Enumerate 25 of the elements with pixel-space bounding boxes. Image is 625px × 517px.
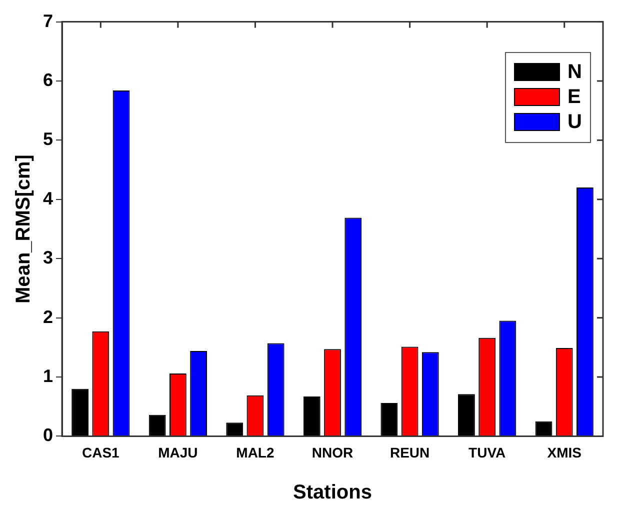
y-tick-label: 5 (42, 129, 54, 150)
legend-label: U (568, 110, 582, 134)
x-axis-title: Stations (293, 482, 372, 504)
x-tick-label: MAJU (158, 444, 198, 460)
x-tick-label: REUN (390, 444, 430, 460)
x-tick-label: MAL2 (236, 444, 274, 460)
y-tick-label: 1 (42, 366, 54, 386)
bar (148, 414, 166, 436)
y-axis-title: Mean_RMS[cm] (12, 154, 35, 304)
legend-label: E (568, 86, 581, 109)
y-tick-label: 7 (42, 10, 54, 31)
y-tick-label: 0 (42, 425, 54, 446)
bar (380, 403, 398, 436)
x-tick-label: NNOR (312, 444, 354, 460)
bar (303, 396, 320, 436)
x-tick-label: CAS1 (82, 444, 120, 460)
x-tick-label: TUVA (468, 444, 506, 460)
bar (72, 388, 88, 436)
y-tick-label: 4 (42, 188, 54, 208)
y-tick-label: 2 (42, 306, 54, 327)
legend-label: N (568, 60, 582, 84)
x-tick-label: XMIS (547, 444, 582, 460)
y-tick-label: 3 (42, 248, 54, 268)
bar (458, 394, 475, 436)
y-tick-label: 6 (42, 70, 54, 90)
